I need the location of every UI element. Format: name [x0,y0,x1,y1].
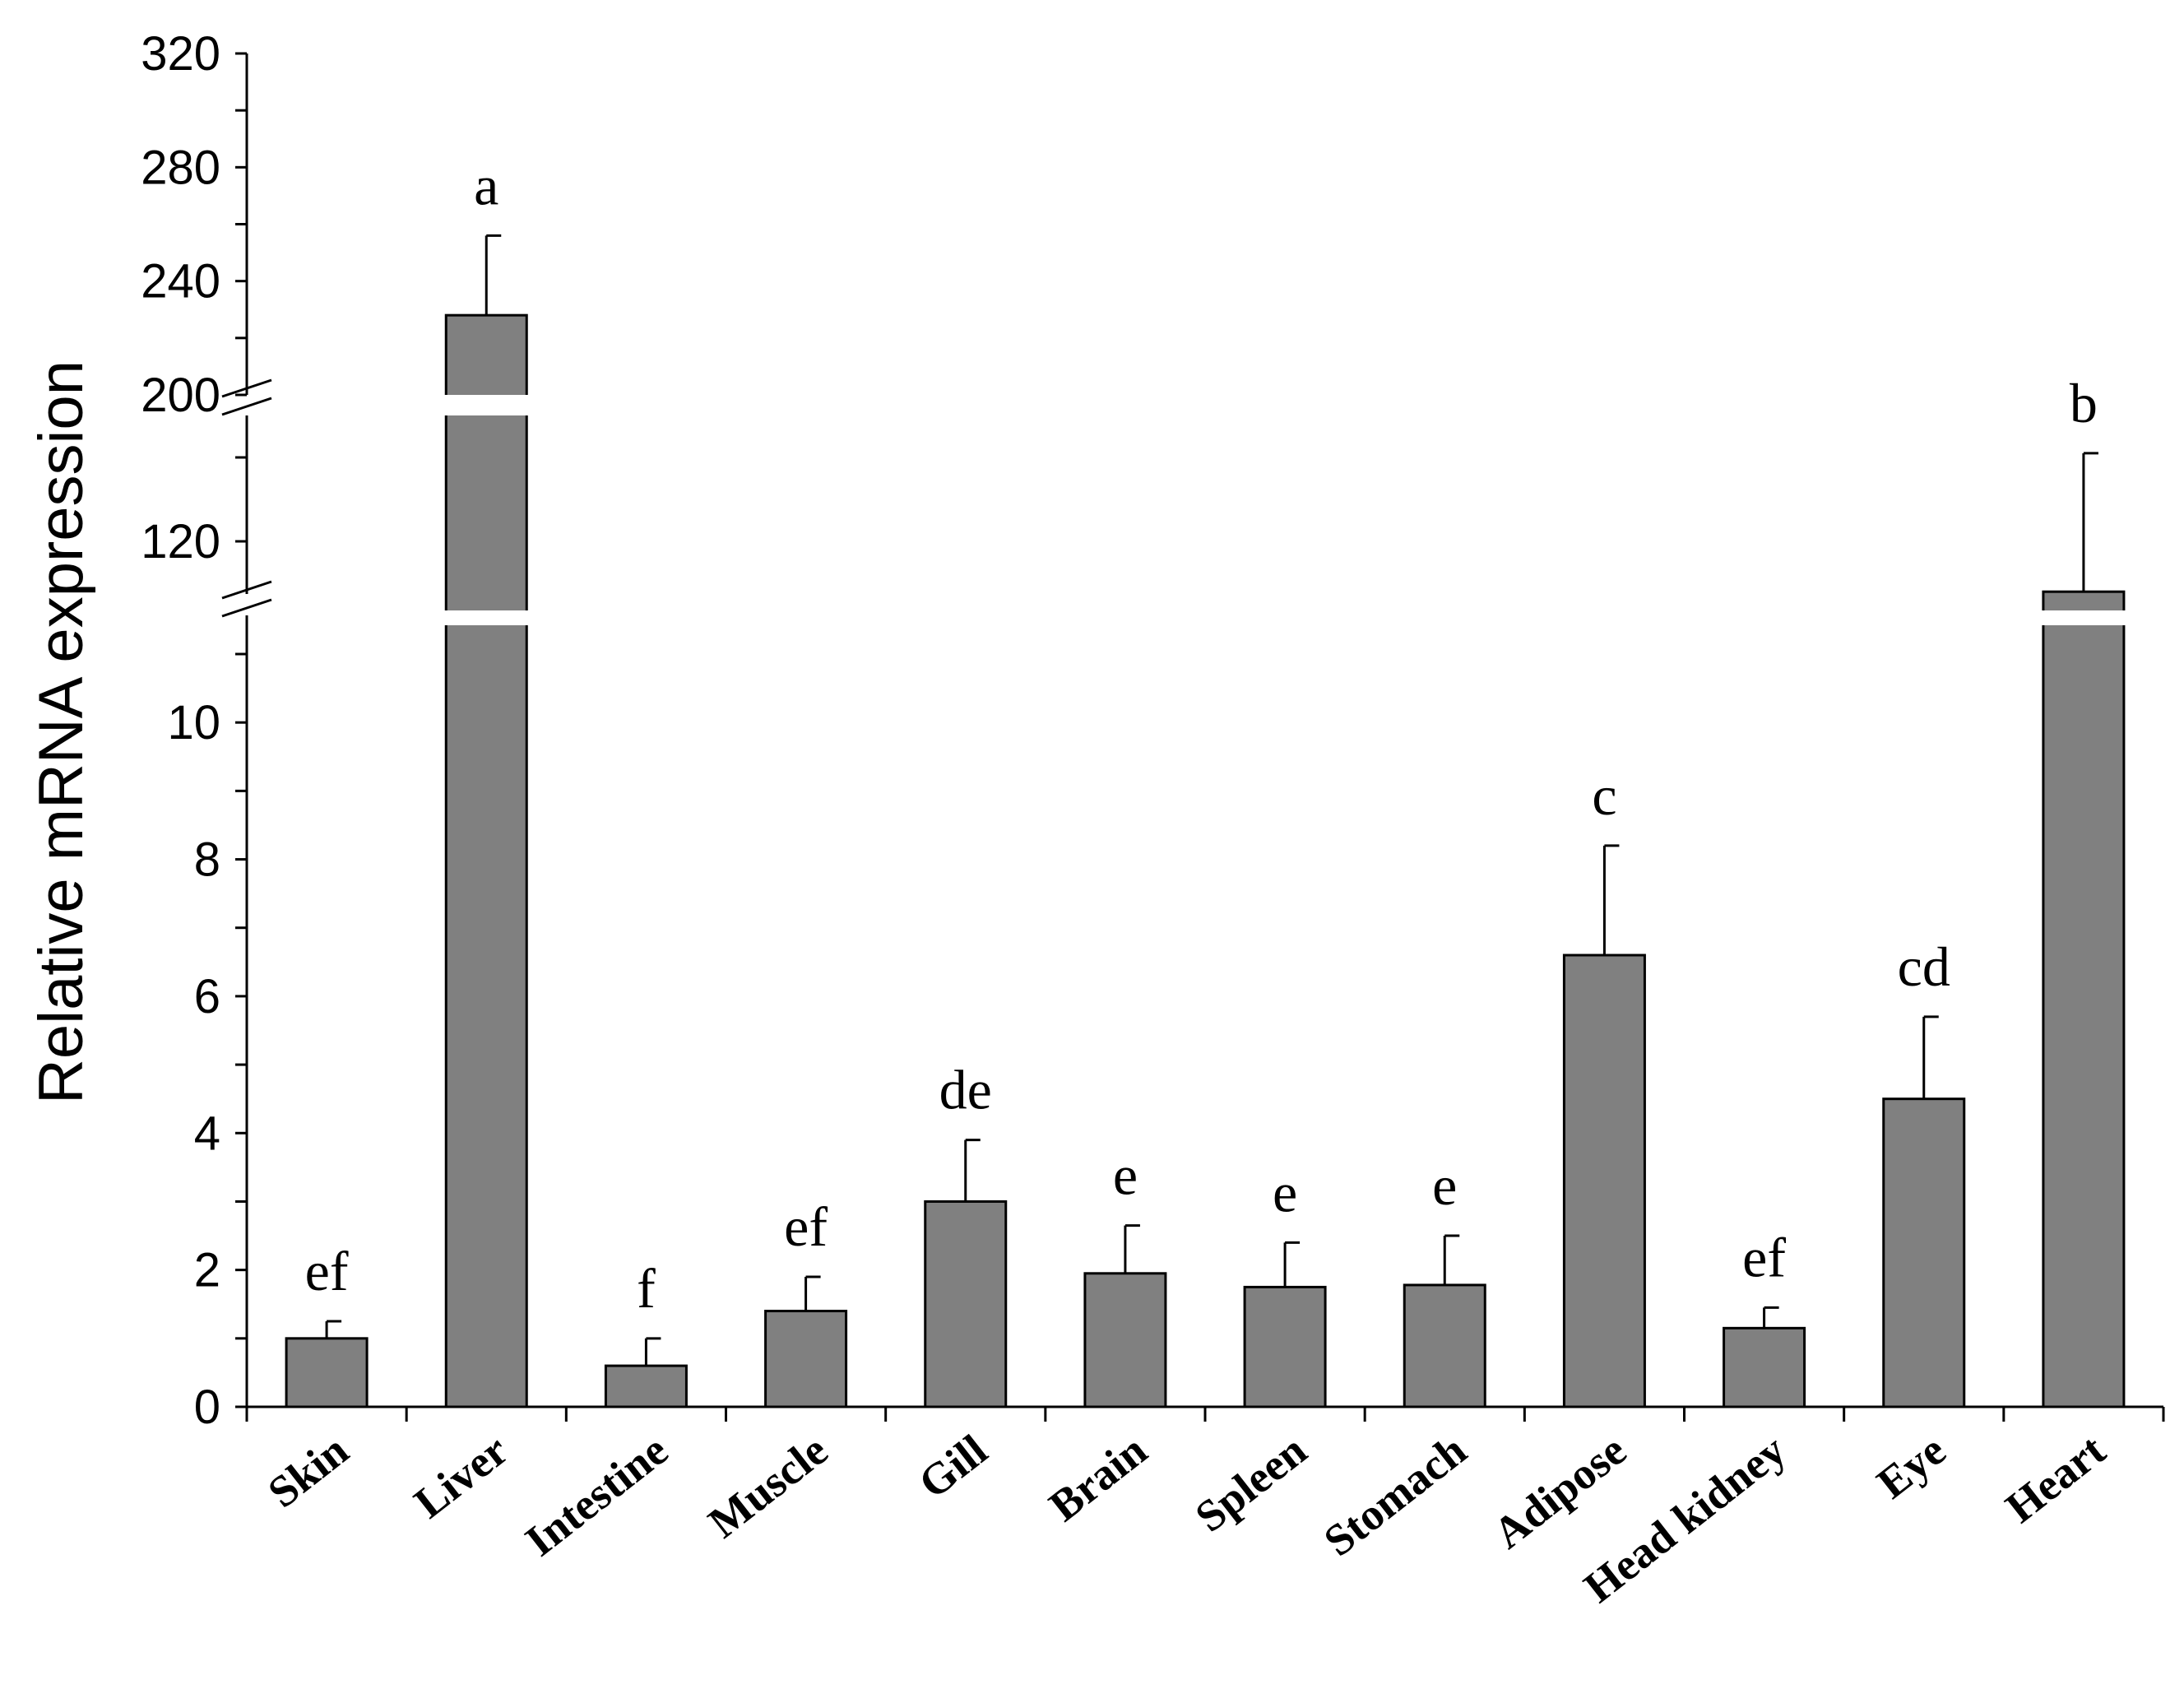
significance-letter: e [1432,1154,1457,1217]
significance-letter: de [939,1059,992,1121]
y-tick-label: 2 [194,1244,220,1297]
y-tick-label: 280 [141,141,220,194]
y-tick-label: 0 [194,1380,220,1434]
significance-letter: a [474,154,498,216]
x-tick-label: Gill [910,1425,997,1508]
bar-gill [924,1200,1008,1408]
bar-intestine [604,1364,688,1408]
significance-letter: b [2070,372,2098,434]
significance-letter: ef [305,1240,349,1302]
x-tick-label: Skin [259,1425,358,1517]
x-tick-label: Heart [1996,1425,2114,1532]
bar-stomach [1403,1283,1486,1408]
significance-letter: e [1113,1144,1138,1207]
bar-heart [2042,590,2126,1408]
bar-break-gap [2039,610,2127,625]
bar-head-kidney [1723,1326,1806,1408]
significance-letter: ef [1742,1226,1786,1288]
y-tick-label: 120 [141,515,220,568]
x-tick-label: Stomach [1315,1425,1475,1566]
significance-letter: ef [784,1195,828,1258]
x-tick-label: Liver [405,1425,517,1528]
x-tick-label: Muscle [699,1425,837,1548]
bar-spleen [1243,1285,1327,1408]
significance-letter: f [637,1257,656,1320]
y-tick-label: 200 [141,369,220,422]
bar-liver [444,313,528,1408]
axis-break-mark [221,598,272,618]
bar-break-gap [443,610,531,625]
y-tick-label: 240 [141,255,220,309]
significance-letter: cd [1898,935,1950,998]
x-tick-label: Eye [1868,1425,1954,1508]
y-tick-label: 8 [194,833,220,887]
axis-break-mark [221,378,272,398]
bar-adipose [1562,954,1646,1408]
x-tick-label: Adipose [1484,1425,1635,1558]
y-tick-label: 320 [141,27,220,81]
x-tick-label: Brain [1040,1425,1156,1531]
y-tick-label: 10 [167,696,220,749]
x-tick-label: Intestine [516,1425,676,1566]
bar-skin [285,1337,369,1408]
axis-break-mark [221,580,272,600]
bar-break-gap [443,395,531,415]
significance-letter: c [1592,764,1616,827]
bar-brain [1083,1272,1167,1408]
axis-break-mark [221,397,272,416]
x-tick-label: Spleen [1186,1425,1316,1542]
y-tick-label: 4 [194,1107,220,1160]
y-axis-label: Relative mRNA expression [26,360,96,1104]
y-tick-label: 6 [194,970,220,1023]
significance-letter: e [1273,1161,1297,1223]
bar-eye [1882,1097,1966,1408]
bar-muscle [764,1310,848,1408]
